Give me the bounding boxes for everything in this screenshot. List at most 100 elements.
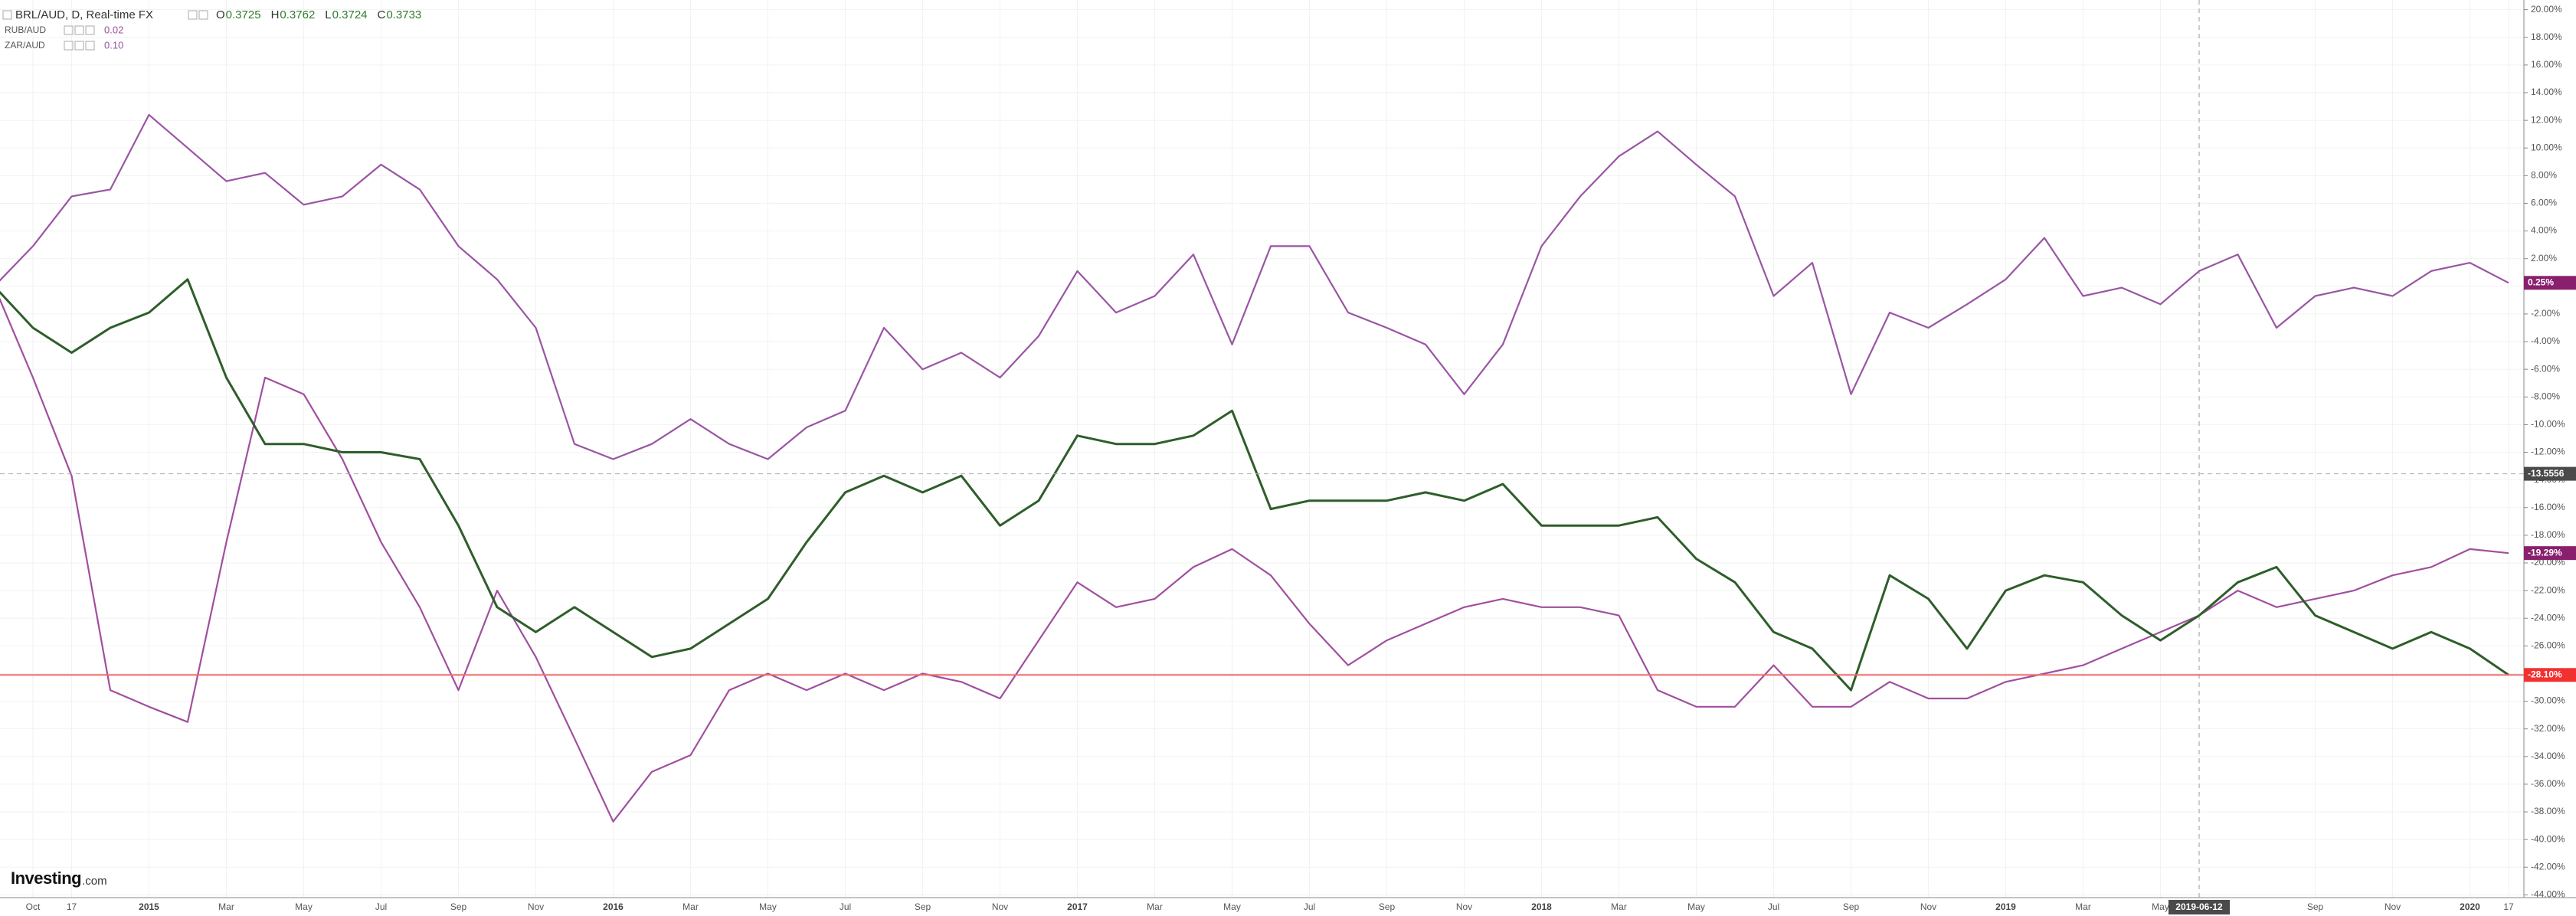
series-line	[0, 113, 2509, 460]
y-tick-label: 12.00%	[2531, 114, 2562, 125]
y-tick-label: -10.00%	[2531, 419, 2565, 430]
last-value-label: 0.25%	[2528, 276, 2554, 287]
y-tick-label: 8.00%	[2531, 170, 2557, 181]
ohlc-key: C	[378, 8, 386, 21]
y-tick-label: -42.00%	[2531, 861, 2565, 872]
last-value-label: -19.29%	[2528, 547, 2562, 558]
x-tick-label: 2020	[2460, 901, 2480, 912]
x-tick-label: May	[1687, 901, 1705, 912]
legend-icon	[2, 10, 12, 20]
ohlc-key: L	[325, 8, 331, 21]
legend: BRL/AUD, D, Real-time FX O 0.3725 H 0.3762 L 0…	[2, 8, 421, 51]
series-line	[0, 278, 2509, 692]
ohlc-key: O	[216, 8, 225, 21]
x-tick-label: Mar	[1611, 901, 1627, 912]
series-line	[0, 297, 2509, 823]
y-tick-label: 14.00%	[2531, 87, 2562, 97]
y-tick-label: 2.00%	[2531, 253, 2557, 263]
legend-icon	[74, 25, 84, 35]
x-tick-label: Oct	[26, 901, 41, 912]
y-tick-label: -24.00%	[2531, 612, 2565, 623]
y-tick-label: 18.00%	[2531, 31, 2562, 42]
logo: Investing .com	[11, 869, 107, 888]
x-tick-label: 17	[2503, 901, 2514, 912]
x-tick-label: 2017	[1067, 901, 1088, 912]
y-tick-label: -36.00%	[2531, 778, 2565, 789]
x-tick-label: Sep	[1843, 901, 1860, 912]
x-tick-label: 2016	[603, 901, 624, 912]
grid	[0, 0, 2524, 898]
x-tick-label: 2019	[1995, 901, 2016, 912]
legend-label: RUB/AUD	[5, 25, 46, 35]
x-tick-label: 17	[67, 901, 77, 912]
x-tick-label: Jul	[375, 901, 387, 912]
ohlc-value: 0.3725	[226, 8, 261, 21]
y-tick-label: 16.00%	[2531, 59, 2562, 70]
y-tick-label: -38.00%	[2531, 806, 2565, 816]
y-tick-label: -2.00%	[2531, 308, 2560, 319]
legend-label: ZAR/AUD	[5, 40, 45, 51]
last-value-box	[2524, 668, 2576, 682]
y-tick-label: 6.00%	[2531, 198, 2557, 208]
y-tick-label: -16.00%	[2531, 502, 2565, 512]
y-tick-label: -26.00%	[2531, 640, 2565, 651]
x-tick-label: May	[1223, 901, 1241, 912]
y-tick-label: 4.00%	[2531, 225, 2557, 236]
last-value-box	[2524, 546, 2576, 561]
crosshair-x-box	[2168, 900, 2230, 914]
x-tick-label: Sep	[2307, 901, 2324, 912]
crosshair-y-box	[2524, 466, 2576, 481]
x-tick-label: May	[295, 901, 313, 912]
y-tick-label: 10.00%	[2531, 142, 2562, 152]
y-tick-label: -12.00%	[2531, 447, 2565, 457]
y-tick-label: -6.00%	[2531, 363, 2560, 374]
x-tick-label: 2015	[139, 901, 159, 912]
y-tick-label: -18.00%	[2531, 529, 2565, 540]
legend-icon	[85, 25, 95, 35]
x-tick-label: Nov	[1456, 901, 1472, 912]
axes: 20.00% 18.00% 16.00% 14.00% 12.00% 10.00% 8.00…	[26, 4, 2576, 914]
legend-icon	[64, 25, 74, 35]
x-tick-label: Mar	[1147, 901, 1163, 912]
legend-value: 0.02	[104, 24, 123, 35]
y-tick-label: -22.00%	[2531, 584, 2565, 595]
y-tick-label: -34.00%	[2531, 751, 2565, 761]
legend-icon	[74, 41, 84, 51]
legend-value: 0.10	[104, 39, 123, 51]
x-tick-label: Sep	[915, 901, 931, 912]
legend-icon	[188, 10, 198, 20]
x-tick-label: May	[2152, 901, 2169, 912]
x-tick-label: Sep	[1379, 901, 1396, 912]
legend-label: BRL/AUD, D, Real-time FX	[15, 8, 153, 21]
legend-icon	[64, 41, 74, 51]
x-tick-label: May	[759, 901, 777, 912]
legend-icon	[198, 10, 208, 20]
x-tick-label: Mar	[218, 901, 234, 912]
y-tick-label: 20.00%	[2531, 4, 2562, 15]
x-tick-label: Jul	[1768, 901, 1779, 912]
logo-brand: Investing	[11, 869, 81, 888]
x-tick-label: Nov	[1920, 901, 1936, 912]
x-tick-label: Sep	[450, 901, 467, 912]
logo-suffix: .com	[82, 875, 107, 888]
ohlc-value: 0.3724	[332, 8, 368, 21]
x-tick-label: Nov	[528, 901, 544, 912]
plot-area	[0, 0, 2524, 898]
x-tick-label: Nov	[992, 901, 1008, 912]
x-tick-label: Mar	[682, 901, 699, 912]
y-tick-label: -8.00%	[2531, 391, 2560, 401]
last-value-label: -28.10%	[2528, 669, 2562, 679]
ohlc-value: 0.3733	[386, 8, 421, 21]
crosshair-x-label: 2019-06-12	[2175, 901, 2223, 912]
crosshair-y-label: -13.5556	[2528, 468, 2565, 479]
y-tick-label: -4.00%	[2531, 335, 2560, 346]
x-tick-label: 2018	[1531, 901, 1552, 912]
x-tick-label: Mar	[2075, 901, 2091, 912]
x-tick-label: Jul	[840, 901, 851, 912]
legend-icon	[85, 41, 95, 51]
y-tick-label: -44.00%	[2531, 889, 2565, 900]
y-tick-label: -32.00%	[2531, 723, 2565, 734]
x-tick-label: Nov	[2385, 901, 2401, 912]
